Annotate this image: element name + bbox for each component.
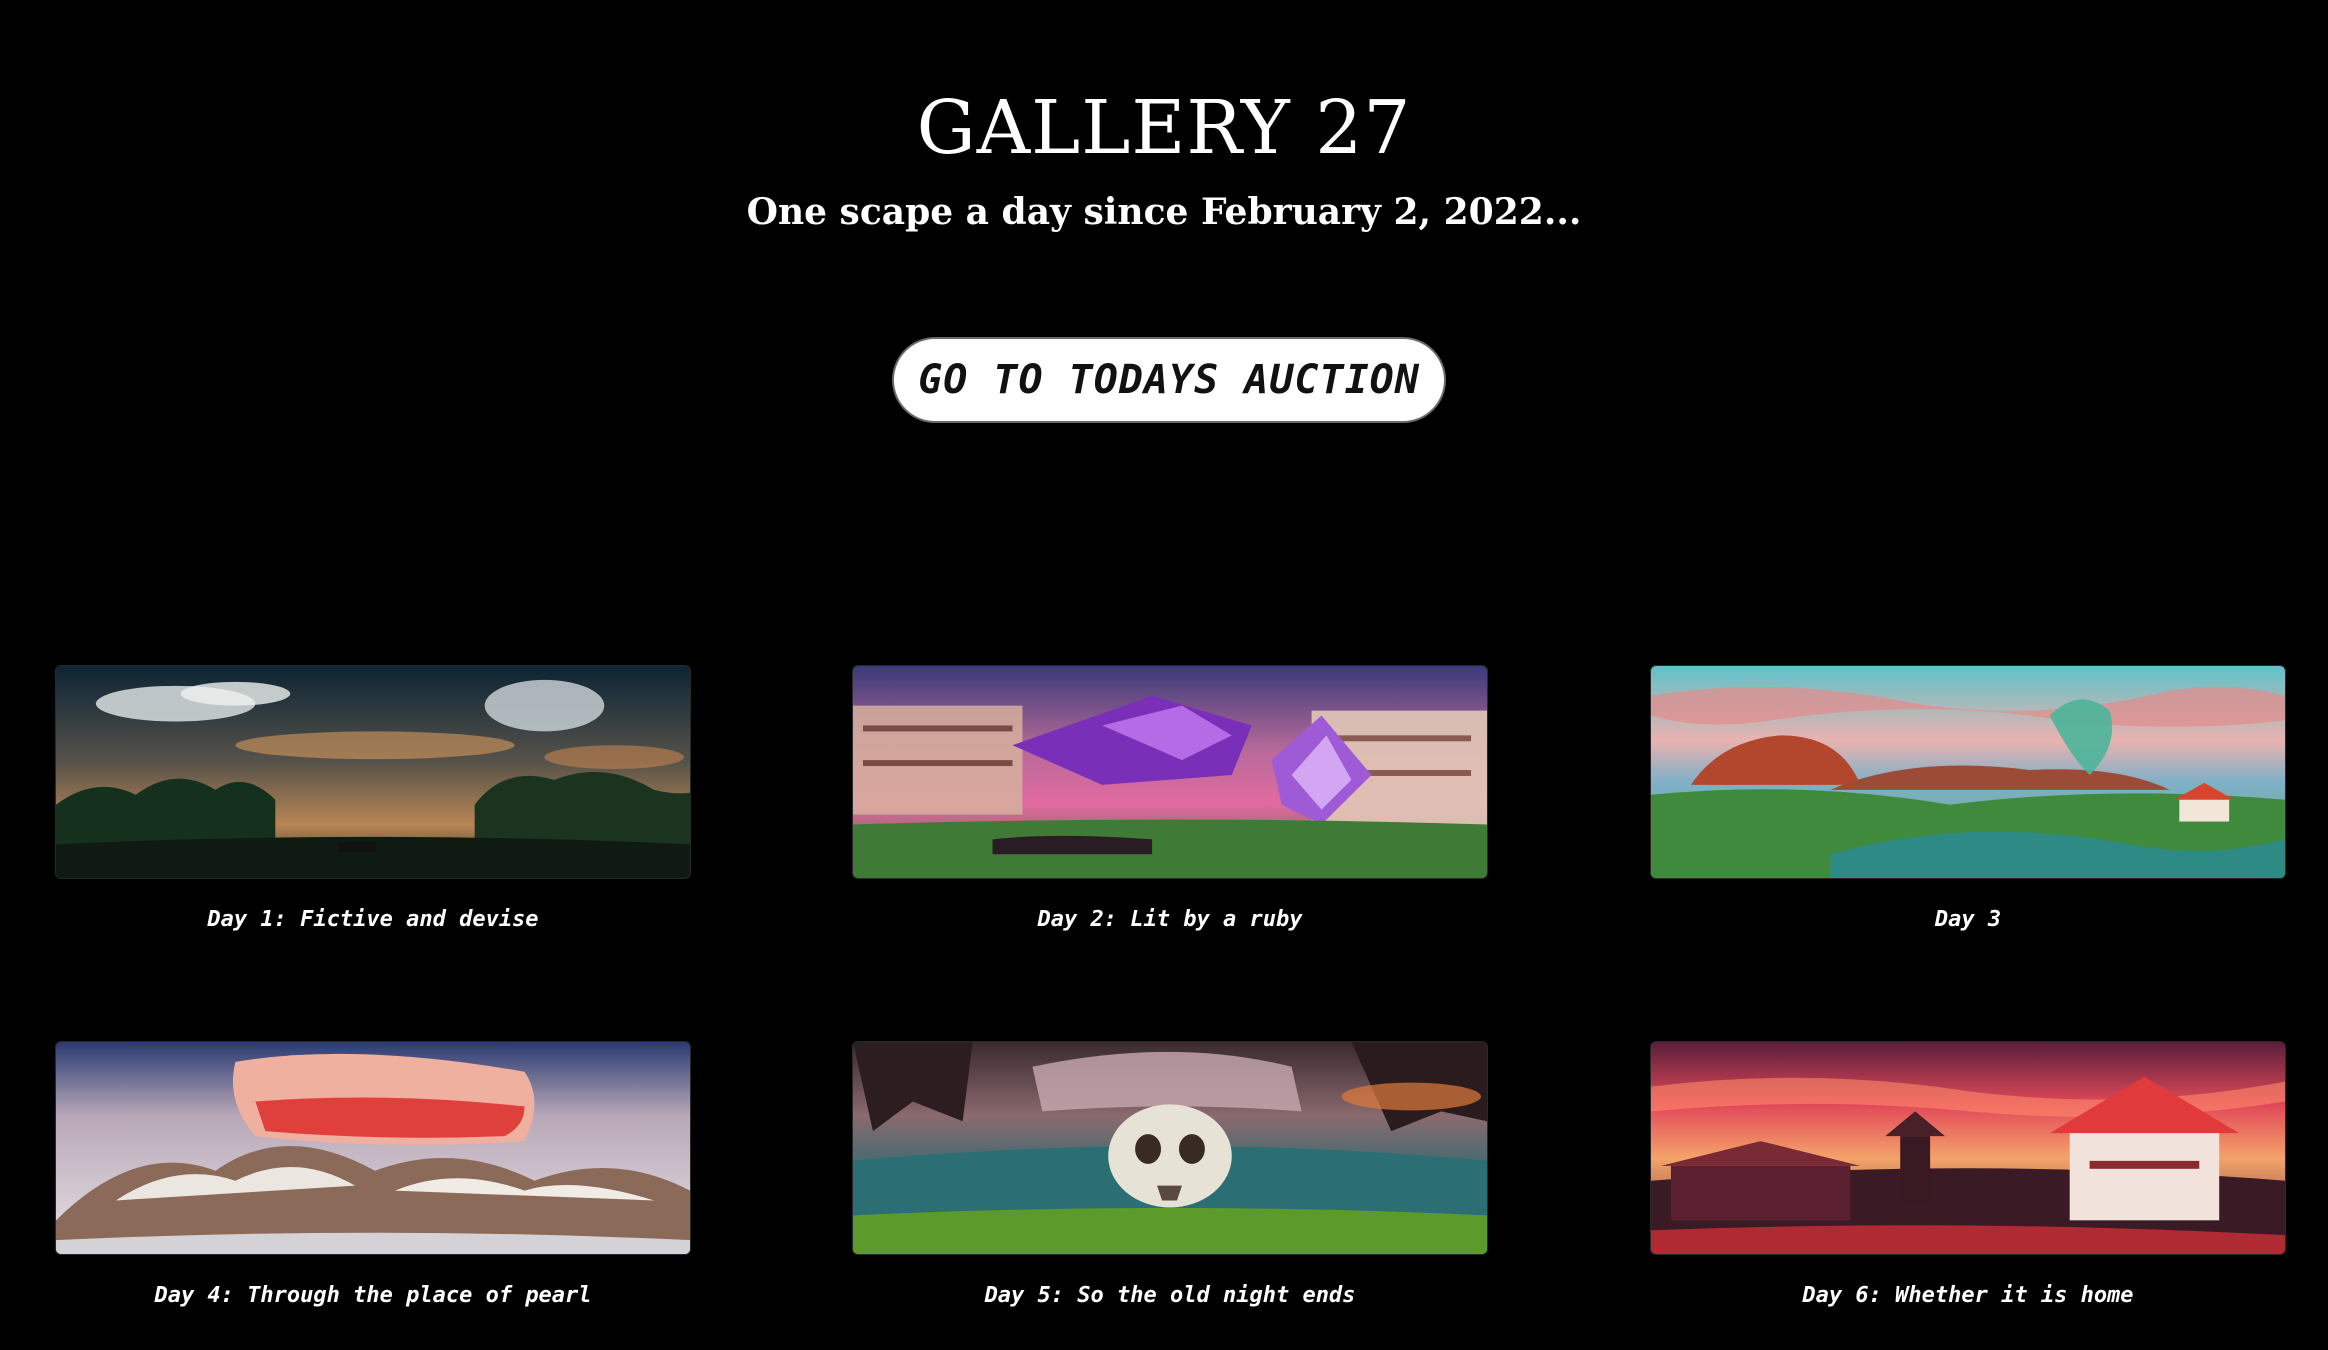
landscape-painting	[56, 1042, 690, 1254]
gallery-card-caption[interactable]: Day 2: Lit by a ruby	[1037, 907, 1303, 932]
page-subtitle: One scape a day since February 2, 2022..…	[746, 191, 1582, 233]
gallery-card-image[interactable]	[55, 665, 691, 879]
gallery-card: Day 6: Whether it is home	[1650, 1041, 2286, 1311]
gallery-card-image[interactable]	[1650, 665, 2286, 879]
gallery-card-image[interactable]	[852, 1041, 1488, 1255]
gallery-card: Day 1: Fictive and devise	[55, 665, 691, 935]
gallery-card: Day 3	[1650, 665, 2286, 935]
gallery-card-image[interactable]	[55, 1041, 691, 1255]
gallery-card-caption[interactable]: Day 1: Fictive and devise	[207, 907, 539, 932]
landscape-painting	[853, 1042, 1487, 1254]
gallery-card-caption[interactable]: Day 4: Through the place of pearl	[154, 1283, 592, 1308]
gallery-card-image[interactable]	[1650, 1041, 2286, 1255]
gallery-card: Day 4: Through the place of pearl	[55, 1041, 691, 1311]
gallery-card-caption[interactable]: Day 5: So the old night ends	[984, 1283, 1356, 1308]
landscape-painting	[1651, 1042, 2285, 1254]
gallery-card: Day 5: So the old night ends	[852, 1041, 1488, 1311]
landscape-painting	[56, 666, 690, 878]
go-to-todays-auction-button[interactable]: GO TO TODAYS AUCTION	[892, 337, 1446, 423]
landscape-painting	[1651, 666, 2285, 878]
gallery-card-caption[interactable]: Day 3	[1934, 907, 2002, 932]
page-title: GALLERY 27	[916, 85, 1412, 171]
gallery-card-image[interactable]	[852, 665, 1488, 879]
landscape-painting	[853, 666, 1487, 878]
gallery-card-caption[interactable]: Day 6: Whether it is home	[1802, 1283, 2134, 1308]
gallery-card: Day 2: Lit by a ruby	[852, 665, 1488, 935]
